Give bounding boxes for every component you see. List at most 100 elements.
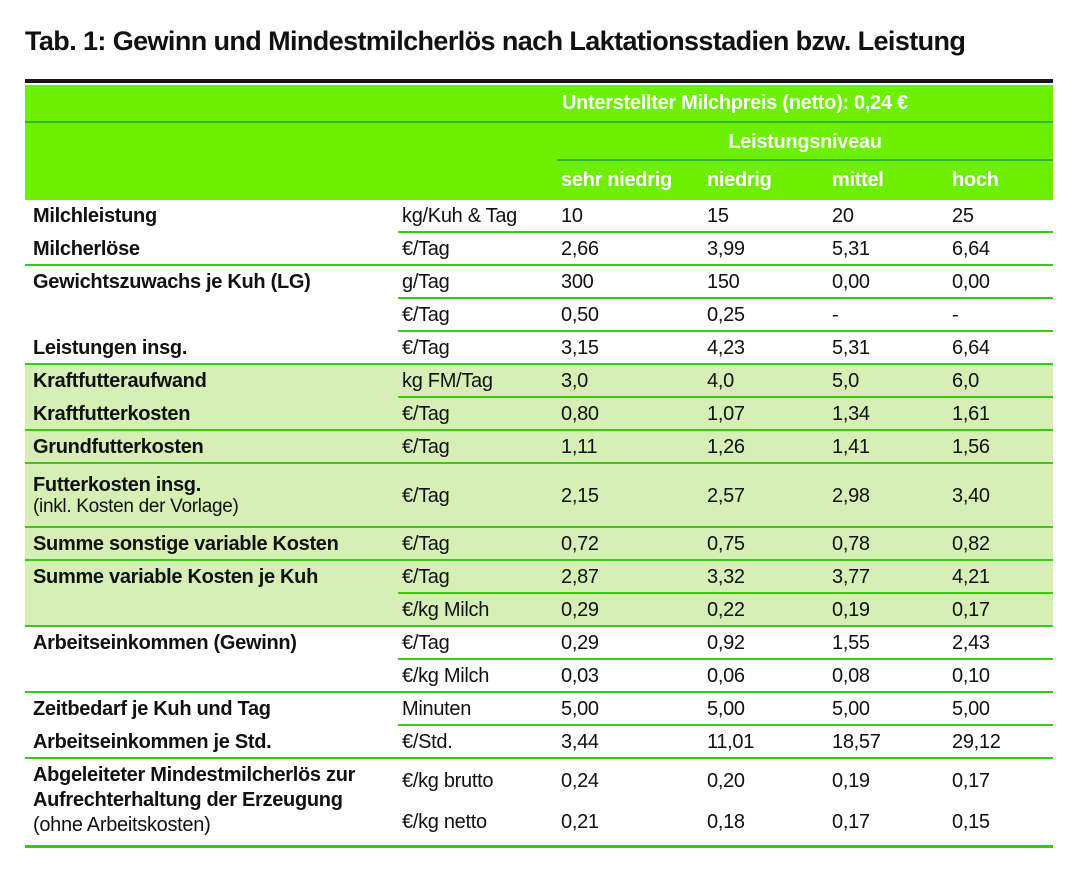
row-value: 5,00 [832,698,870,720]
row-value: 3,44 [561,731,599,753]
table-row-summe-sonstige: Summe sonstige variable Kosten €/Tag 0,7… [25,528,1053,561]
row-value: 2,98 [832,484,870,507]
table-row-futterkosten-insg: Futterkosten insg. (inkl. Kosten der Vor… [25,464,1053,528]
row-unit: €/Tag [402,484,450,507]
table-row-arbeitseinkommen-std: Arbeitseinkommen je Std. €/Std. 3,44 11,… [25,726,1053,759]
row-value: 3,99 [707,238,745,260]
row-value: 18,57 [832,731,881,753]
row-separator [25,264,1053,266]
title-rule [25,79,1053,83]
row-value: 2,57 [707,484,745,507]
row-value: 25 [952,205,974,227]
row-unit: €/Tag [402,436,450,458]
row-value: 1,61 [952,403,990,425]
row-value: 0,06 [707,665,745,687]
row-value: 4,21 [952,566,990,588]
row-value: 0,21 [561,810,599,833]
table-row-milcherloese: Milcherlöse €/Tag 2,66 3,99 5,31 6,64 [25,233,1053,266]
row-value: 0,24 [561,769,599,792]
row-unit: g/Tag [402,271,450,293]
table-row-zeitbedarf: Zeitbedarf je Kuh und Tag Minuten 5,00 5… [25,693,1053,726]
row-value: 5,31 [832,337,870,359]
level-title-label: Leistungsniveau [728,130,882,153]
row-separator [398,231,1053,233]
row-label: Milcherlöse [33,238,140,260]
table-row-brutto: €/kg brutto 0,24 0,20 0,19 0,17 [398,759,1053,799]
table-row-milchleistung: Milchleistung kg/Kuh & Tag 10 15 20 25 [25,200,1053,233]
row-unit: €/Tag [402,566,450,588]
row-unit: €/Tag [402,403,450,425]
table-row-grundfutterkosten: Grundfutterkosten €/Tag 1,11 1,26 1,41 1… [25,431,1053,464]
row-value: 5,00 [707,698,745,720]
row-value: 5,31 [832,238,870,260]
row-label: Summe variable Kosten je Kuh [33,566,319,588]
page-title: Tab. 1: Gewinn und Mindestmilcherlös nac… [25,26,966,56]
row-separator [25,363,1053,365]
row-separator [398,724,1053,726]
row-value: 0,17 [832,810,870,833]
row-unit: €/Std. [402,731,453,753]
row-value: 0,50 [561,304,599,326]
table-row-gewichtszuwachs: Gewichtszuwachs je Kuh (LG) g/Tag 300 15… [25,266,1053,299]
row-label: Grundfutterkosten [33,436,204,458]
row-value: 0,17 [952,769,990,792]
row-unit: €/Tag [402,632,450,654]
row-value: 3,77 [832,566,870,588]
row-value: 6,0 [952,370,979,392]
header-row-levels: sehr niedrig niedrig mittel hoch [25,161,1053,200]
row-unit: €/Tag [402,533,450,555]
header-row-level-title: Leistungsniveau [25,123,1053,161]
row-separator [25,757,1053,759]
row-value: - [952,304,959,326]
row-value: 0,19 [832,599,870,621]
row-unit: €/kg netto [402,810,487,833]
table-row-netto: €/kg netto 0,21 0,18 0,17 0,15 [398,799,1053,845]
row-value: 1,11 [561,436,598,458]
header-partial-rule [557,159,1053,161]
row-label-sub: (inkl. Kosten der Vorlage) [33,496,239,517]
row-separator [25,691,1053,693]
row-separator [398,592,1053,594]
row-value: 1,26 [707,436,745,458]
table-row-summe-variable: Summe variable Kosten je Kuh €/Tag 2,87 … [25,561,1053,594]
row-value: 0,80 [561,403,599,425]
row-value: 1,07 [707,403,745,425]
row-separator [25,462,1053,464]
row-value: 3,40 [952,484,990,507]
column-header-sehr-niedrig: sehr niedrig [561,169,672,191]
group-value-rows: €/kg brutto 0,24 0,20 0,19 0,17 €/kg net… [398,759,1053,845]
table-row-gewichtszuwachs-eur: €/Tag 0,50 0,25 - - [25,299,1053,332]
row-label: Arbeitseinkommen (Gewinn) [33,632,297,654]
row-value: 0,72 [561,533,599,555]
row-value: 2,87 [561,566,599,588]
row-value: 29,12 [952,731,1001,753]
row-value: 4,0 [707,370,734,392]
group-label-line1: Abgeleiteter Mindestmilcherlös zur [33,764,356,786]
row-label: Summe sonstige variable Kosten [33,533,339,555]
row-unit: kg/Kuh & Tag [402,205,518,227]
row-value: 1,41 [832,436,870,458]
row-unit: Minuten [402,698,472,720]
row-value: 6,64 [952,337,990,359]
row-value: 0,92 [707,632,745,654]
row-value: 3,32 [707,566,745,588]
row-value: 0,20 [707,769,745,792]
row-value: - [832,304,839,326]
row-value: 0,08 [832,665,870,687]
table-row-kraftfutteraufwand: Kraftfutteraufwand kg FM/Tag 3,0 4,0 5,0… [25,365,1053,398]
table-row-mindestmilcherloes-group: Abgeleiteter Mindestmilcherlös zur Aufre… [25,759,1053,848]
row-value: 3,15 [561,337,599,359]
row-value: 0,75 [707,533,745,555]
row-value: 0,15 [952,810,990,833]
row-separator [25,526,1053,528]
row-unit: kg FM/Tag [402,370,493,392]
row-separator [398,396,1053,398]
row-separator [25,429,1053,431]
row-value: 5,00 [952,698,990,720]
header-row-milk-price: Unterstellter Milchpreis (netto): 0,24 € [25,85,1053,123]
row-value: 6,64 [952,238,990,260]
column-header-mittel: mittel [832,169,884,191]
row-unit: €/kg brutto [402,769,494,792]
row-value: 0,19 [832,769,870,792]
